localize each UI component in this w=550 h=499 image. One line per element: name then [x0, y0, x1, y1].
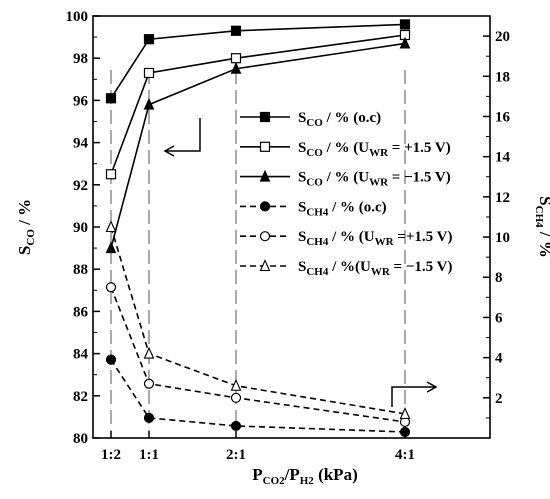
- series-3-point: [105, 241, 117, 254]
- x-tick-label: 2:1: [226, 447, 246, 463]
- y-left-tick-label: 80: [73, 431, 88, 447]
- series-2-point: [105, 169, 117, 180]
- left-axis-arrowhead: [163, 145, 175, 157]
- y-right-tick-label: 18: [495, 69, 510, 85]
- legend-label-1: SCO / % (o.c): [298, 110, 381, 129]
- series-6-point: [230, 378, 242, 391]
- y-right-tick-label: 12: [495, 190, 510, 206]
- series-4-point: [230, 420, 242, 432]
- series-6-point: [105, 220, 117, 233]
- series-4-point: [105, 354, 117, 365]
- series-4-point: [399, 426, 411, 438]
- series-3-point: [230, 61, 242, 74]
- series-line-2: [110, 34, 406, 175]
- series-3-point: [143, 97, 155, 110]
- y-right-tick-label: 16: [495, 109, 511, 125]
- y-left-tick-label: 96: [73, 93, 89, 109]
- series-line-1: [110, 23, 406, 99]
- y-left-tick-label: 84: [73, 347, 89, 363]
- series-5-point: [230, 392, 242, 403]
- y-left-tick-label: 98: [73, 51, 88, 67]
- y-right-axis-title: SCH4 / %: [533, 196, 550, 258]
- legend-label-6: SCH4 / %(UWR = −1.5 V): [298, 259, 452, 278]
- series-line-4: [110, 359, 406, 433]
- right-axis-arrowhead: [426, 381, 438, 393]
- series-1-point: [143, 34, 155, 45]
- series-1-point: [105, 93, 117, 104]
- series-2-point: [230, 53, 242, 64]
- y-left-tick-label: 82: [73, 389, 88, 405]
- y-right-tick-label: 8: [495, 270, 503, 286]
- series-2-point: [143, 67, 155, 79]
- y-right-tick-label: 14: [495, 150, 511, 166]
- x-tick-label: 1:1: [139, 447, 159, 463]
- y-right-tick-label: 2: [495, 391, 503, 407]
- y-left-tick-label: 86: [73, 304, 89, 320]
- y-left-tick-label: 100: [66, 9, 89, 25]
- series-3-point: [399, 36, 411, 49]
- legend-marker-6: [259, 259, 271, 272]
- series-4-point: [143, 412, 155, 424]
- series-5-point: [105, 282, 117, 293]
- legend-label-5: SCH4 / % (UWR =+1.5 V): [298, 229, 452, 248]
- y-left-axis-title: SCO / %: [15, 199, 37, 255]
- y-left-tick-label: 94: [73, 136, 89, 152]
- series-6-point: [143, 346, 155, 359]
- series-6-point: [399, 407, 411, 419]
- x-tick-label: 4:1: [395, 447, 415, 463]
- legend-marker-3: [259, 169, 271, 182]
- left-axis-arrow: [165, 118, 201, 152]
- y-right-tick-label: 4: [495, 351, 503, 367]
- x-tick-label: 1:2: [101, 447, 121, 463]
- y-left-tick-label: 90: [73, 220, 88, 236]
- legend-marker-1: [259, 111, 271, 123]
- y-left-tick-label: 92: [73, 178, 88, 194]
- y-right-tick-label: 10: [495, 230, 510, 246]
- y-right-tick-label: 20: [495, 29, 510, 45]
- y-left-tick-label: 88: [73, 262, 88, 278]
- legend-marker-4: [259, 201, 271, 212]
- series-1-point: [399, 19, 411, 30]
- series-line-5: [110, 286, 406, 423]
- legend-marker-5: [259, 231, 271, 242]
- x-axis-title: PCO2/PH2 (kPa): [252, 465, 357, 487]
- y-right-tick-label: 6: [495, 310, 503, 326]
- series-line-6: [110, 226, 406, 415]
- series-1-point: [230, 25, 242, 36]
- legend-label-3: SCO / % (UWR = −1.5 V): [298, 170, 451, 189]
- series-line-3: [110, 42, 406, 249]
- legend-label-4: SCH4 / % (o.c): [298, 199, 387, 218]
- series-5-point: [143, 378, 155, 389]
- legend-label-2: SCO / % (UWR = +1.5 V): [298, 140, 451, 159]
- legend-marker-2: [259, 141, 271, 152]
- plot-frame: [92, 15, 491, 439]
- right-axis-arrow: [391, 386, 436, 407]
